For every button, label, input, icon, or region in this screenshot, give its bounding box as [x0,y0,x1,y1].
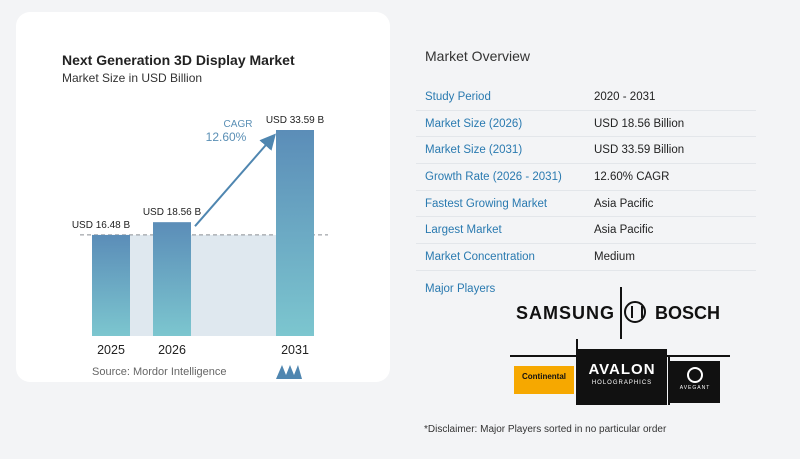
overview-value: 12.60% CAGR [594,171,670,184]
overview-value: USD 18.56 Billion [594,117,685,130]
overview-value: 2020 - 2031 [594,91,656,103]
bosch-mark-icon [624,301,646,323]
overview-row: Fastest Growing Market Asia Pacific [416,191,756,218]
overview-row: Market Size (2031) USD 33.59 Billion [416,137,756,165]
overview-value: Asia Pacific [594,224,654,237]
chart-title: Next Generation 3D Display Market [62,52,295,68]
overview-table: Study Period 2020 - 2031 Market Size (20… [416,84,756,271]
overview-label: Market Size (2031) [425,144,523,157]
overview-label: Growth Rate (2026 - 2031) [425,171,562,184]
category-label: 2026 [158,343,186,357]
major-players-label: Major Players [425,283,496,295]
avegant-name: AVEGANT [679,385,711,391]
players-logos: SAMSUNG BOSCH Continental AVALON HOLOGRA… [510,287,730,405]
bar-chart: USD 16.48 B 2025 USD 18.56 B 2026 USD 33.59 … [72,115,328,357]
overview-label: Largest Market [425,224,502,237]
overview-label: Fastest Growing Market [425,197,548,210]
bar [92,234,130,336]
cagr-value: 12.60% [206,130,247,144]
overview-row: Market Size (2026) USD 18.56 Billion [416,111,756,138]
overview-label: Market Size (2026) [425,117,523,130]
category-label: 2025 [97,343,125,357]
avegant-logo: AVEGANT [670,361,720,403]
overview-value: USD 33.59 Billion [594,144,685,157]
overview-label: Study Period [425,91,491,103]
disclaimer: *Disclaimer: Major Players sorted in no … [424,424,667,435]
avalon-name: AVALON [588,361,656,378]
overview-title: Market Overview [425,48,531,64]
overview-value: Asia Pacific [594,197,654,210]
data-label: USD 16.48 B [72,220,131,231]
overview-label: Market Concentration [425,251,535,264]
data-label: USD 33.59 B [266,115,325,126]
bosch-logo: BOSCH [655,303,721,323]
mordor-logo-icon [276,365,302,379]
continental-logo: Continental [514,366,574,394]
avegant-ring-icon [687,367,703,383]
logo-divider [668,355,670,405]
data-label: USD 18.56 B [143,207,202,218]
avalon-sub: HOLOGRAPHICS [591,380,653,386]
overview-row: Market Concentration Medium [416,244,756,271]
source-text: Source: Mordor Intelligence [92,366,227,378]
avalon-logo: AVALON HOLOGRAPHICS [577,349,667,405]
overview-row: Study Period 2020 - 2031 [416,84,756,111]
cagr-arrow [194,133,276,227]
category-label: 2031 [281,343,309,357]
bar [276,130,314,336]
bar [153,222,191,336]
overview-value: Medium [594,251,635,264]
overview-row: Largest Market Asia Pacific [416,217,756,245]
samsung-logo: SAMSUNG [516,303,616,323]
logo-divider [620,287,622,339]
overview-row: Growth Rate (2026 - 2031) 12.60% CAGR [416,164,756,191]
cagr-label: CAGR [224,119,253,130]
chart-subtitle: Market Size in USD Billion [62,71,203,85]
